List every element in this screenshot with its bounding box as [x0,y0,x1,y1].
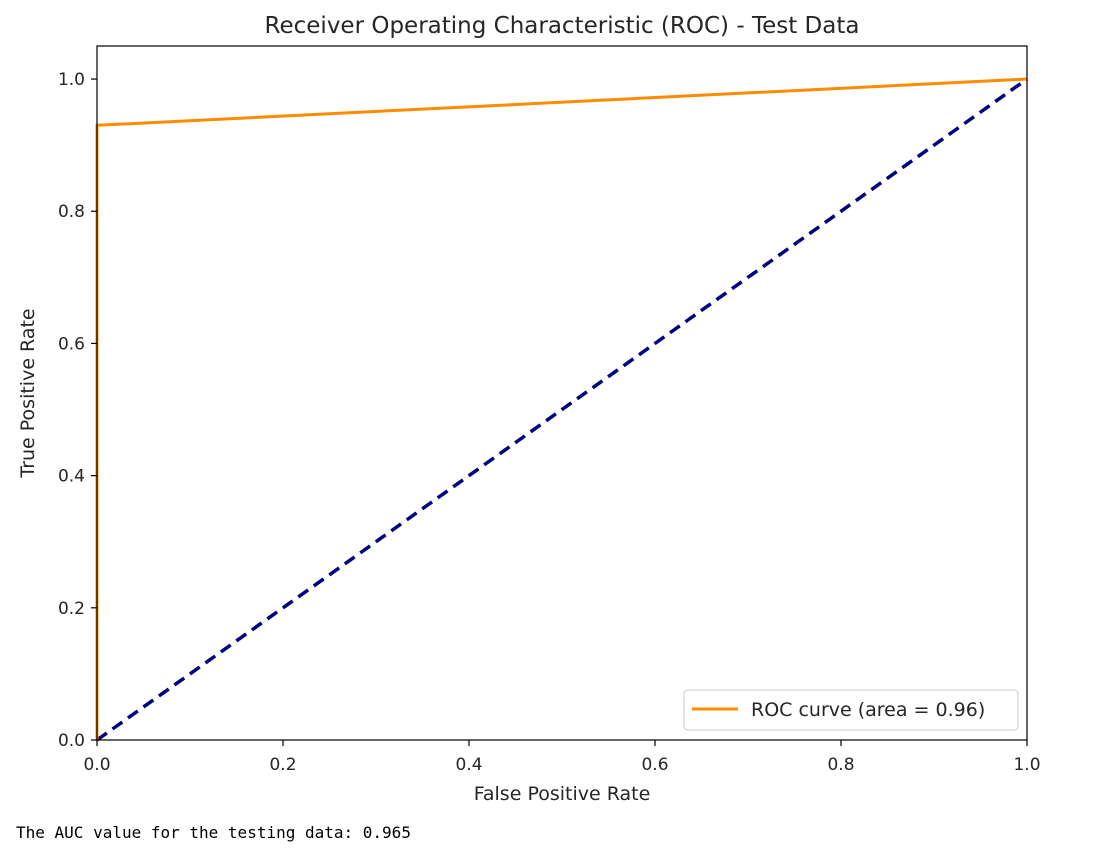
roc-chart: Receiver Operating Characteristic (ROC) … [17,13,1041,805]
x-tick-label: 0.2 [269,755,296,775]
y-tick-label: 0.2 [58,599,85,619]
chart-title: Receiver Operating Characteristic (ROC) … [265,13,860,39]
x-tick-label: 0.8 [827,755,854,775]
y-tick-label: 0.8 [58,202,85,222]
legend: ROC curve (area = 0.96) [683,689,1019,731]
x-tick-label: 0.0 [83,755,110,775]
legend-label: ROC curve (area = 0.96) [751,699,985,721]
reference-diagonal-line [95,77,1029,742]
x-axis-ticks: 0.0 0.2 0.4 0.6 0.8 1.0 [83,740,1041,775]
x-axis-label: False Positive Rate [474,783,651,805]
axes-frame [96,45,1028,741]
x-tick-label: 1.0 [1013,755,1040,775]
y-tick-label: 0.4 [58,467,85,487]
plot-lines [95,77,1029,742]
x-tick-label: 0.6 [641,755,668,775]
legend-box [683,689,1019,731]
x-tick-label: 0.4 [455,755,482,775]
y-tick-label: 0.6 [58,334,85,354]
y-axis-ticks: 0.0 0.2 0.4 0.6 0.8 1.0 [58,70,97,751]
auc-output-text: The AUC value for the testing data: 0.96… [16,823,411,842]
y-tick-label: 0.0 [58,731,85,751]
y-axis-label: True Positive Rate [17,308,39,478]
y-tick-label: 1.0 [58,70,85,90]
